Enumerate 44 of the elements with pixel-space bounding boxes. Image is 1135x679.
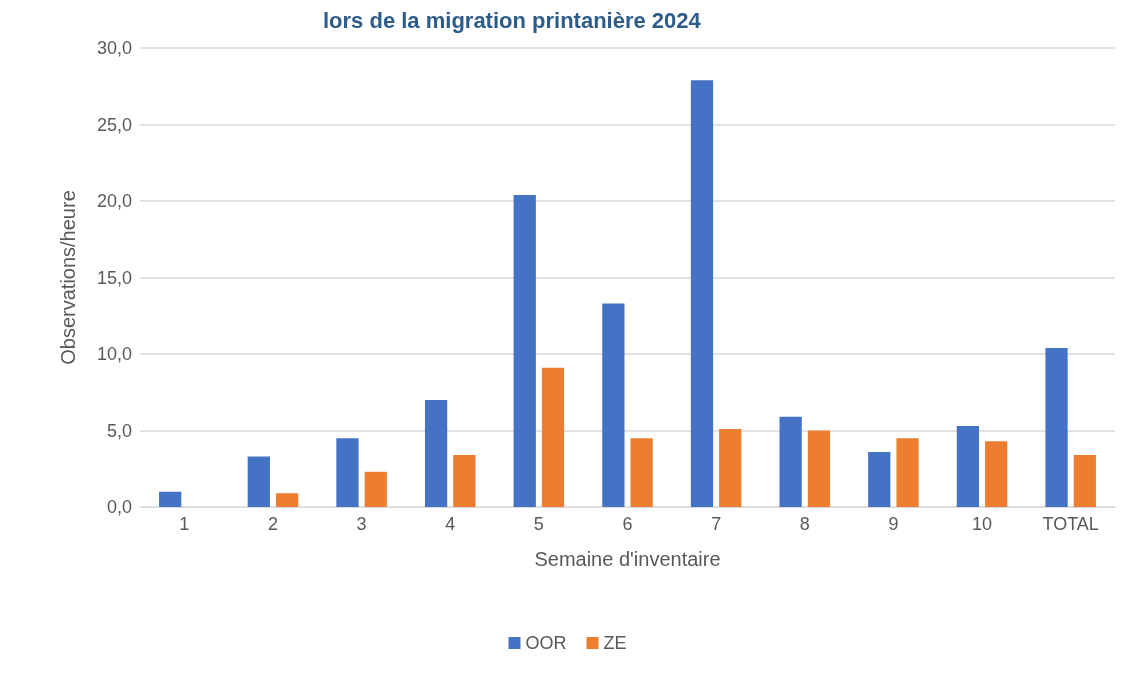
bar (779, 416, 802, 507)
bar (513, 194, 536, 507)
bar (602, 303, 625, 507)
y-tick-label: 25,0 (96, 114, 132, 135)
y-axis-title: Observations/heure (57, 190, 79, 365)
y-tick-label: 15,0 (96, 267, 132, 288)
bar (336, 438, 359, 507)
x-tick-label: 3 (356, 514, 367, 534)
bar (807, 430, 831, 507)
x-tick-label: 7 (711, 514, 722, 534)
bar (690, 80, 714, 507)
bar (1045, 347, 1068, 507)
bar (630, 438, 653, 507)
bar (985, 441, 1008, 507)
bar (896, 438, 919, 507)
chart-title: lors de la migration printanière 2024 (323, 7, 702, 33)
bar (453, 454, 476, 507)
y-tick-label: 0,0 (106, 497, 132, 517)
bar (275, 493, 299, 507)
y-tick-label: 30,0 (96, 38, 132, 58)
bar (159, 491, 182, 507)
y-tick-label: 20,0 (96, 191, 132, 211)
bar (956, 425, 980, 507)
legend-label: OOR (525, 633, 567, 653)
x-tick-label: TOTAL (1042, 514, 1099, 534)
x-tick-label: 2 (267, 514, 278, 534)
x-axis-title: Semaine d'inventaire (534, 548, 721, 570)
bar (719, 428, 742, 507)
bar (424, 399, 448, 507)
bar (868, 451, 891, 507)
x-tick-label: 5 (533, 514, 544, 534)
y-tick-label: 5,0 (106, 420, 132, 441)
x-tick-label: 1 (179, 514, 190, 534)
x-tick-label: 9 (888, 514, 899, 534)
x-tick-label: 10 (972, 514, 993, 534)
x-tick-label: 4 (445, 514, 456, 534)
bar (247, 456, 270, 507)
y-tick-label: 10,0 (96, 344, 132, 364)
bar (364, 471, 387, 507)
bar (541, 367, 565, 507)
x-tick-label: 8 (799, 514, 810, 534)
x-tick-label: 6 (622, 514, 633, 534)
bar (1073, 454, 1096, 507)
legend-label: ZE (603, 633, 627, 653)
